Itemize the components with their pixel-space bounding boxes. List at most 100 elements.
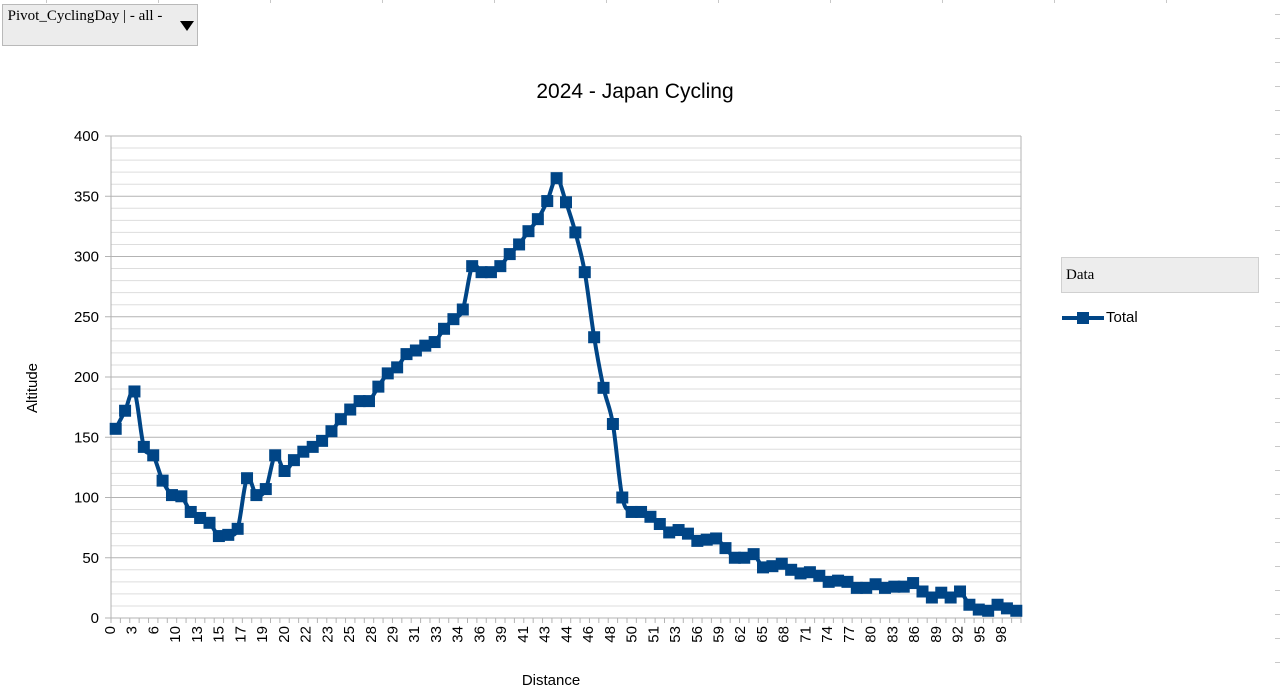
legend-item-total: Total (1062, 306, 1182, 330)
data-point-marker (503, 248, 516, 261)
data-point-marker (531, 213, 544, 226)
data-point-marker (212, 530, 225, 543)
x-tick-label: 28 (363, 626, 380, 643)
x-tick-label: 36 (471, 626, 488, 643)
x-tick-label: 34 (450, 626, 467, 643)
y-tick-label: 150 (74, 429, 99, 446)
chart-title: 2024 - Japan Cycling (536, 80, 733, 103)
data-point-marker (325, 425, 338, 438)
data-point-marker (344, 403, 357, 416)
x-tick-label: 48 (602, 626, 619, 643)
data-point-marker (813, 569, 826, 582)
data-point-marker (738, 551, 751, 564)
data-point-marker (362, 395, 375, 408)
data-point-marker (766, 560, 779, 573)
x-tick-label: 98 (993, 626, 1010, 643)
y-tick-label: 50 (82, 550, 99, 567)
data-point-marker (897, 580, 910, 593)
data-point-marker (644, 510, 657, 523)
y-tick-label: 0 (91, 610, 99, 627)
data-point-marker (1010, 604, 1023, 617)
data-point-marker (869, 578, 882, 591)
x-tick-label: 20 (276, 626, 293, 643)
data-point-marker (597, 381, 610, 394)
data-point-marker (259, 483, 272, 496)
data-point-marker (982, 604, 995, 617)
y-tick-label: 250 (74, 309, 99, 326)
data-point-marker (672, 524, 685, 537)
data-point-marker (175, 490, 188, 503)
data-point-marker (841, 575, 854, 588)
data-point-marker (522, 225, 535, 238)
x-tick-label: 89 (928, 626, 945, 643)
data-point-marker (128, 385, 141, 398)
dropdown-arrow-icon[interactable] (180, 21, 194, 31)
y-axis-title: Altitude (24, 363, 41, 413)
x-tick-label: 68 (776, 626, 793, 643)
data-point-marker (550, 172, 563, 185)
x-tick-label: 19 (254, 626, 271, 643)
data-point-marker (456, 303, 469, 316)
data-point-marker (541, 195, 554, 208)
data-point-marker (391, 361, 404, 374)
legend-header: Data (1061, 257, 1259, 293)
data-point-marker (109, 422, 122, 435)
y-tick-label: 100 (74, 490, 99, 507)
data-point-marker (419, 339, 432, 352)
x-tick-label: 17 (232, 626, 249, 643)
y-axis-tick-labels: 0 50 100 150 200 250 300 350 400 (74, 128, 99, 627)
data-point-marker (681, 527, 694, 540)
x-tick-label: 13 (189, 626, 206, 643)
data-point-marker (700, 533, 713, 546)
data-point-marker (1000, 602, 1013, 615)
data-point-marker (794, 567, 807, 580)
series-markers (109, 172, 1023, 617)
data-point-marker (832, 574, 845, 587)
spreadsheet-top-edge (0, 0, 1280, 3)
x-tick-label: 95 (971, 626, 988, 643)
x-tick-label: 62 (732, 626, 749, 643)
data-point-marker (963, 598, 976, 611)
data-point-marker (691, 534, 704, 547)
data-point-marker (728, 551, 741, 564)
data-point-marker (972, 603, 985, 616)
data-point-marker (625, 505, 638, 518)
x-tick-label: 77 (841, 626, 858, 643)
data-point-marker (287, 454, 300, 467)
x-tick-label: 6 (145, 626, 162, 634)
data-point-marker (222, 528, 235, 541)
data-point-marker (935, 586, 948, 599)
data-point-marker (513, 238, 526, 251)
data-point-marker (400, 348, 413, 361)
data-point-marker (297, 445, 310, 458)
data-point-marker (147, 449, 160, 462)
data-point-marker (888, 580, 901, 593)
data-point-marker (334, 413, 347, 426)
data-point-marker (663, 526, 676, 539)
data-point-marker (231, 522, 244, 535)
data-point-marker (907, 577, 920, 590)
data-point-marker (306, 440, 319, 453)
data-point-marker (203, 516, 216, 529)
x-tick-label: 22 (298, 626, 315, 643)
x-tick-label: 29 (385, 626, 402, 643)
x-tick-label: 0 (102, 626, 119, 634)
data-point-marker (944, 591, 957, 604)
x-tick-label: 39 (493, 626, 510, 643)
data-point-marker (747, 548, 760, 561)
x-tick-label: 56 (689, 626, 706, 643)
x-tick-label: 3 (124, 626, 141, 634)
x-tick-label: 10 (167, 626, 184, 643)
legend-swatch-icon (1062, 312, 1104, 324)
data-point-marker (447, 313, 460, 326)
data-point-marker (156, 474, 169, 487)
legend-title: Data (1066, 267, 1095, 283)
data-point-marker (250, 489, 263, 502)
x-tick-label: 83 (884, 626, 901, 643)
pivot-filter-dropdown[interactable]: Pivot_CyclingDay | - all - (2, 4, 198, 46)
major-gridlines (110, 135, 1022, 619)
data-point-marker (578, 266, 591, 279)
data-point-marker (616, 491, 629, 504)
x-tick-label: 53 (667, 626, 684, 643)
